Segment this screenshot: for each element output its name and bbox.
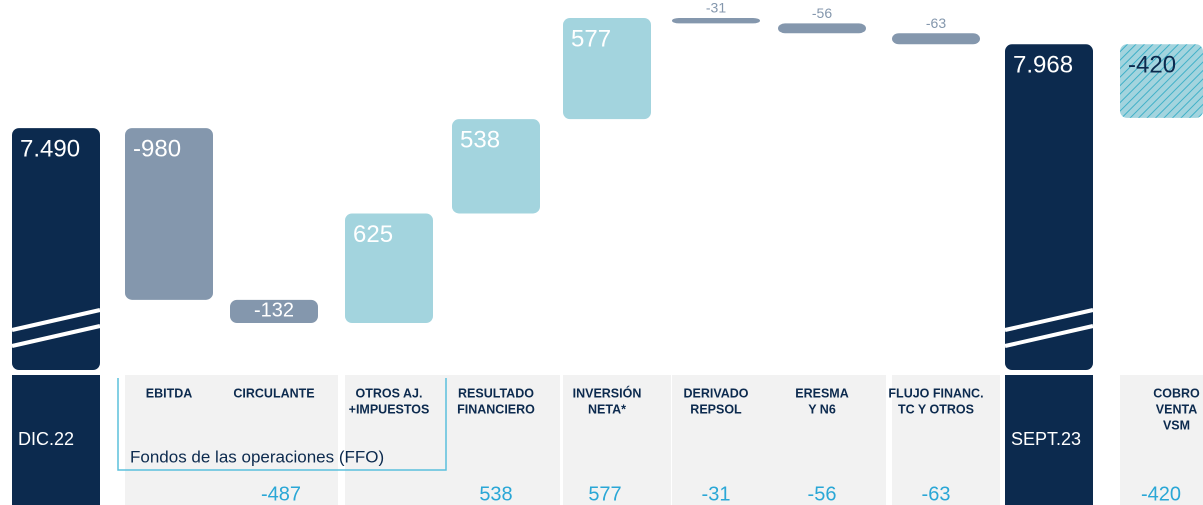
category-label: REPSOL (690, 402, 742, 416)
bar (452, 119, 540, 214)
value-label: 625 (353, 221, 393, 248)
bar (778, 23, 866, 34)
value-label: -56 (812, 5, 832, 21)
category-label: TC Y OTROS (898, 402, 974, 416)
category-label: EBITDA (146, 386, 193, 400)
category-band (892, 375, 1000, 505)
group-label: Fondos de las operaciones (FFO) (130, 447, 384, 466)
value-label: -420 (1128, 52, 1176, 79)
summary-value: -63 (922, 483, 951, 505)
category-band (1120, 375, 1203, 505)
bar (1005, 44, 1093, 371)
category-label: +IMPUESTOS (349, 402, 430, 416)
category-label: VSM (1163, 418, 1190, 432)
summary-value: 538 (479, 483, 512, 505)
category-label: DERIVADO (683, 386, 748, 400)
total-band (1005, 375, 1093, 505)
category-label: Y N6 (808, 402, 836, 416)
category-label: SEPT.23 (1011, 429, 1081, 449)
category-label: NETA* (588, 402, 626, 416)
bar (672, 18, 760, 24)
value-label: -31 (706, 0, 726, 16)
category-label: RESULTADO (458, 386, 534, 400)
category-band (452, 375, 560, 505)
summary-value: 577 (588, 483, 621, 505)
category-band (563, 375, 671, 505)
value-label: -132 (254, 300, 294, 322)
category-band (345, 375, 453, 505)
category-band (230, 375, 338, 505)
summary-value: -31 (702, 483, 731, 505)
bar (230, 299, 318, 323)
category-label: COBRO (1153, 386, 1200, 400)
axis-break (11, 324, 101, 348)
category-label: DIC.22 (18, 429, 74, 449)
value-label: -980 (133, 135, 181, 162)
category-label: FLUJO FINANC. (888, 386, 983, 400)
value-label: 577 (571, 25, 611, 52)
bar (12, 128, 100, 370)
bar (125, 128, 213, 300)
category-label: FINANCIERO (457, 402, 535, 416)
category-label: INVERSIÓN (573, 385, 642, 400)
category-label: OTROS AJ. (356, 386, 423, 400)
category-label: ERESMA (795, 386, 848, 400)
category-band (778, 375, 886, 505)
bar (1120, 44, 1203, 118)
category-label: CIRCULANTE (233, 386, 314, 400)
bar (563, 18, 651, 120)
summary-value: -420 (1141, 483, 1181, 505)
total-band (12, 375, 100, 505)
bar (892, 33, 980, 45)
bar (345, 213, 433, 323)
category-label: VENTA (1156, 402, 1197, 416)
value-label: -63 (926, 15, 946, 31)
category-band (672, 375, 780, 505)
value-label: 7.490 (20, 135, 80, 162)
value-label: 538 (460, 126, 500, 153)
category-band (125, 375, 233, 505)
axis-break (11, 308, 101, 332)
summary-value: -56 (808, 483, 837, 505)
category-band (1116, 375, 1120, 505)
summary-value: -487 (261, 483, 301, 505)
axis-break (1004, 324, 1094, 348)
axis-break (1004, 308, 1094, 332)
group-bracket (117, 378, 447, 471)
value-label: 7.968 (1013, 52, 1073, 79)
category-band (1098, 375, 1120, 505)
